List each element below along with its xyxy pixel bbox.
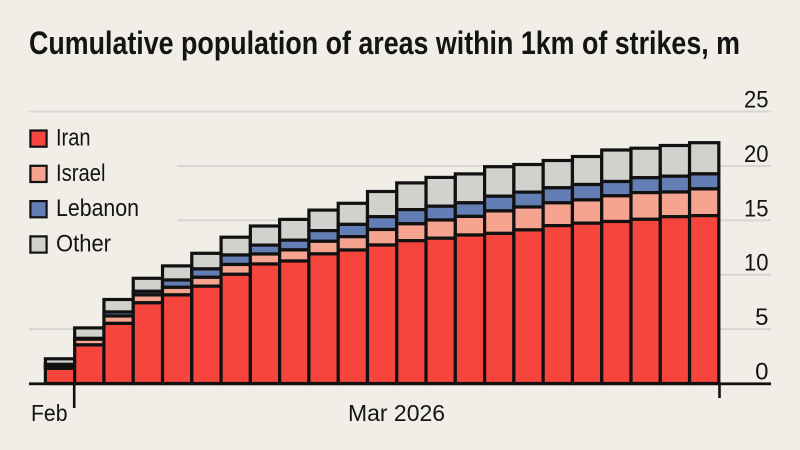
svg-text:10: 10 bbox=[744, 250, 769, 277]
svg-text:Feb: Feb bbox=[31, 400, 68, 426]
svg-text:Israel: Israel bbox=[56, 160, 106, 187]
svg-text:25: 25 bbox=[744, 87, 769, 114]
svg-text:Cumulative population of areas: Cumulative population of areas within 1k… bbox=[29, 25, 740, 61]
svg-text:Iran: Iran bbox=[56, 125, 91, 152]
svg-text:15: 15 bbox=[744, 195, 769, 222]
svg-text:0: 0 bbox=[755, 359, 768, 386]
svg-text:Lebanon: Lebanon bbox=[56, 195, 139, 222]
svg-text:5: 5 bbox=[755, 304, 768, 331]
svg-text:Other: Other bbox=[56, 230, 111, 257]
svg-text:20: 20 bbox=[744, 141, 769, 168]
svg-text:Mar 2026: Mar 2026 bbox=[348, 400, 445, 426]
